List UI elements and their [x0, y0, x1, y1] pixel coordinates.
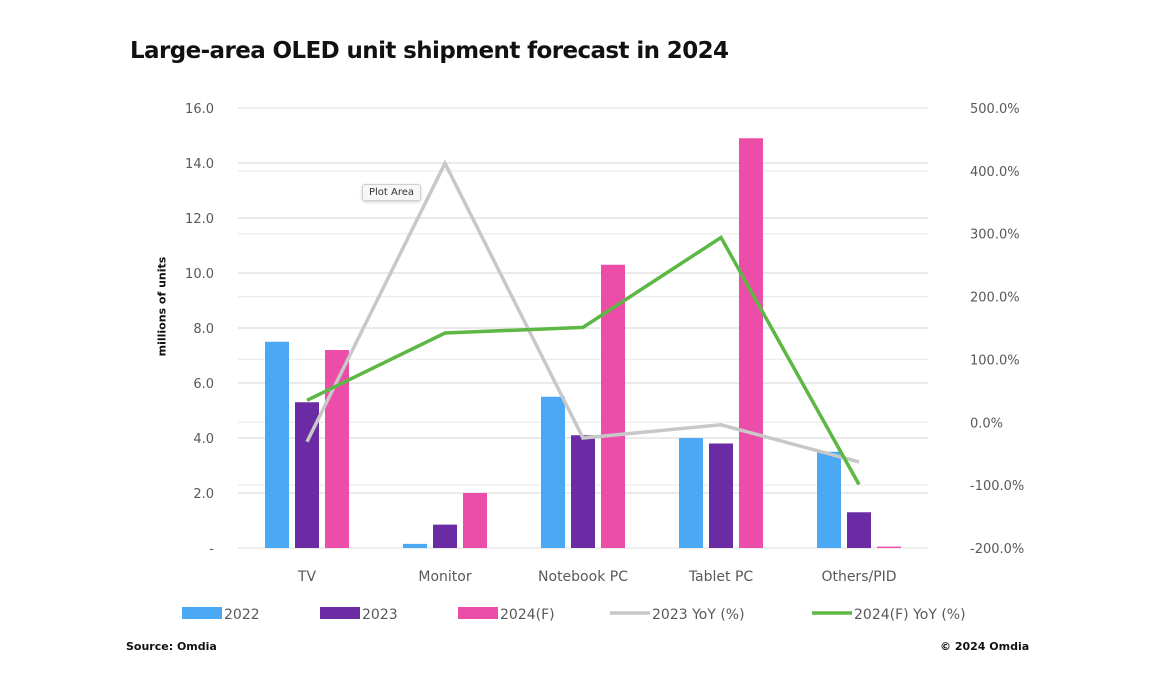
- y-tick-label: 8.0: [193, 322, 214, 337]
- legend-swatch: [182, 607, 222, 619]
- line-2024-f-yoy-: [306, 234, 861, 486]
- bar-2023: [847, 512, 871, 548]
- copyright-note: © 2024 Omdia: [940, 640, 1030, 653]
- bar-2022: [679, 438, 703, 548]
- legend-label: 2023 YoY (%): [652, 607, 745, 623]
- y2-tick-label: 100.0%: [970, 353, 1020, 368]
- y-tick-label: -: [209, 542, 214, 557]
- x-tick-label: Notebook PC: [538, 569, 628, 585]
- y-tick-label: 16.0: [185, 102, 214, 117]
- legend-label: 2024(F) YoY (%): [854, 607, 966, 623]
- y2-tick-label: 0.0%: [970, 416, 1003, 431]
- legend-label: 2024(F): [500, 607, 555, 623]
- legend-swatch: [320, 607, 360, 619]
- bar-2024-f-: [739, 138, 763, 548]
- line-2023-yoy-: [305, 159, 860, 464]
- bar-2023: [571, 435, 595, 548]
- source-note: Source: Omdia: [126, 640, 217, 653]
- bar-2022: [403, 543, 427, 548]
- bar-2023: [709, 443, 733, 548]
- y-tick-label: 2.0: [193, 487, 214, 502]
- x-tick-label: Others/PID: [821, 569, 896, 585]
- right-axis-ticks: -200.0% -100.0% 0.0% 100.0% 200.0% 300.0% 400.…: [970, 102, 1024, 557]
- bar-2024-f-: [463, 493, 487, 548]
- x-tick-label: TV: [297, 569, 317, 585]
- lines: [305, 159, 861, 486]
- y2-tick-label: 300.0%: [970, 228, 1020, 243]
- bar-2024-f-: [877, 546, 901, 548]
- y2-tick-label: 400.0%: [970, 165, 1020, 180]
- legend-label: 2022: [224, 607, 260, 623]
- bar-2022: [265, 341, 289, 548]
- category-labels: TV Monitor Notebook PC Tablet PC Others/PID: [297, 569, 897, 585]
- y-tick-label: 4.0: [193, 432, 214, 447]
- bars: [265, 138, 901, 548]
- chart-title: Large-area OLED unit shipment forecast i…: [130, 38, 729, 64]
- bar-2022: [541, 396, 565, 548]
- y2-tick-label: 200.0%: [970, 291, 1020, 306]
- plot-area-tooltip: Plot Area: [362, 184, 422, 201]
- y2-tick-label: 500.0%: [970, 102, 1020, 117]
- y-tick-label: 10.0: [185, 267, 214, 282]
- y-tick-label: 12.0: [185, 212, 214, 227]
- y-tick-label: 14.0: [185, 157, 214, 172]
- legend-label: 2023: [362, 607, 398, 623]
- x-tick-label: Tablet PC: [688, 569, 754, 585]
- y2-tick-label: -100.0%: [970, 479, 1024, 494]
- y2-tick-label: -200.0%: [970, 542, 1024, 557]
- legend: 2022 2023 2024(F) 2023 YoY (%) 2024(F) YoY (…: [182, 607, 966, 623]
- legend-swatch: [458, 607, 498, 619]
- bar-2022: [817, 451, 841, 548]
- x-tick-label: Monitor: [418, 569, 471, 585]
- y-tick-label: 6.0: [193, 377, 214, 392]
- bar-2023: [433, 524, 457, 548]
- left-axis-ticks: - 2.0 4.0 6.0 8.0 10.0 12.0 14.0 16.0: [185, 102, 214, 557]
